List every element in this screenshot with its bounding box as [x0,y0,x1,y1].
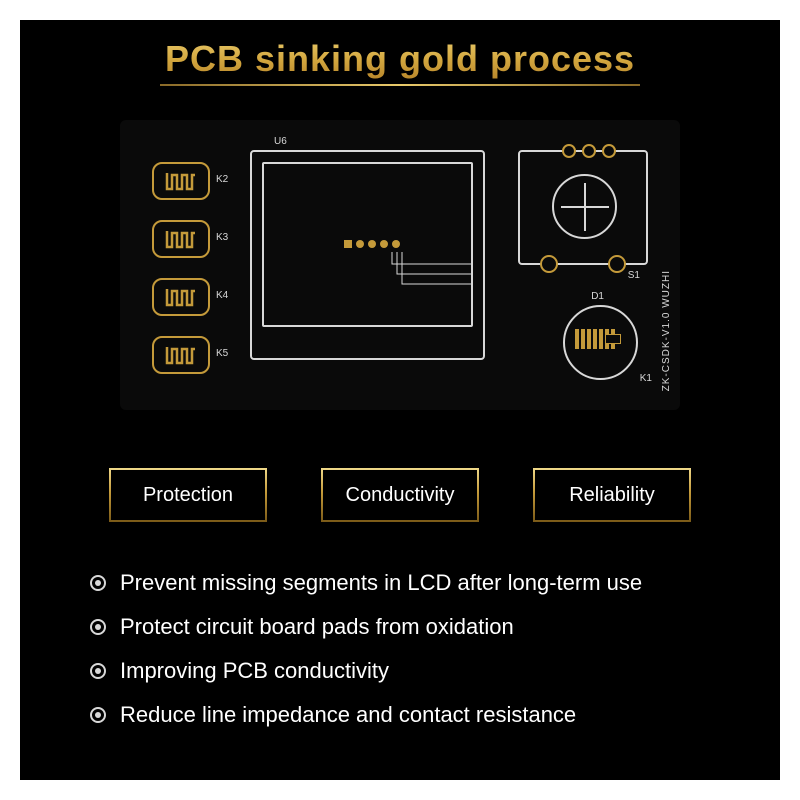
lcd-trace-icon [387,252,477,347]
feature-protection: Protection [109,468,267,522]
bullet-item: Protect circuit board pads from oxidatio… [90,614,710,640]
bullet-item: Prevent missing segments in LCD after lo… [90,570,710,596]
lcd-pad-icon [344,240,352,248]
chip-outline-icon [605,334,621,344]
feature-label: Conductivity [346,484,455,507]
bullet-text: Protect circuit board pads from oxidatio… [120,614,514,640]
feature-conductivity: Conductivity [321,468,479,522]
touchpad-k5 [152,336,210,374]
silk-u6: U6 [274,136,287,147]
bullet-icon [90,575,106,591]
lcd-center-pads [344,240,400,248]
gold-stripe-icon [599,329,603,349]
touchpad-trace-icon [165,287,197,307]
crosshair-v-icon [584,183,586,231]
bullet-item: Reduce line impedance and contact resist… [90,702,710,728]
lcd-pad-icon [392,240,400,248]
page-title: PCB sinking gold process [165,38,635,80]
gold-pad-icon [608,255,626,273]
touchpad-k2 [152,162,210,200]
silk-k5: K5 [216,348,228,359]
gold-stripe-icon [581,329,585,349]
bullet-list: Prevent missing segments in LCD after lo… [90,570,710,746]
pcb-illustration: U6 K2 K3 K4 K5 [120,120,680,410]
title-underline [160,84,640,86]
product-infographic-panel: PCB sinking gold process U6 K2 K3 K4 [20,20,780,780]
gold-pad-icon [602,144,616,158]
touchpad-k4 [152,278,210,316]
gold-stripe-icon [587,329,591,349]
gold-pad-icon [582,144,596,158]
bullet-text: Reduce line impedance and contact resist… [120,702,576,728]
feature-label: Protection [143,484,233,507]
feature-reliability: Reliability [533,468,691,522]
silk-s1: S1 [628,270,640,281]
touchpad-trace-icon [165,345,197,365]
bullet-icon [90,707,106,723]
silk-k4: K4 [216,290,228,301]
pcb-side-marking: ZK-CSDK-V1.0 WUZHI [661,270,672,391]
bullet-text: Prevent missing segments in LCD after lo… [120,570,642,596]
gold-stripe-icon [593,329,597,349]
bullet-icon [90,619,106,635]
feature-row: Protection Conductivity Reliability [20,468,780,522]
bullet-text: Improving PCB conductivity [120,658,389,684]
bullet-icon [90,663,106,679]
encoder-outline [518,150,648,265]
silk-k2: K2 [216,174,228,185]
lcd-outline [250,150,485,360]
touchpad-trace-icon [165,171,197,191]
encoder-top-pads [562,144,616,158]
gold-pad-icon [540,255,558,273]
touchpad-trace-icon [165,229,197,249]
encoder-circle-icon [552,174,617,239]
gold-pad-icon [562,144,576,158]
round-button-outline [563,305,638,380]
silk-k1: K1 [640,373,652,384]
silk-k3: K3 [216,232,228,243]
feature-label: Reliability [569,484,655,507]
lcd-pad-icon [356,240,364,248]
touchpad-k3 [152,220,210,258]
gold-stripe-icon [575,329,579,349]
lcd-pad-icon [368,240,376,248]
silk-d1: D1 [591,291,604,302]
lcd-pad-icon [380,240,388,248]
bullet-item: Improving PCB conductivity [90,658,710,684]
